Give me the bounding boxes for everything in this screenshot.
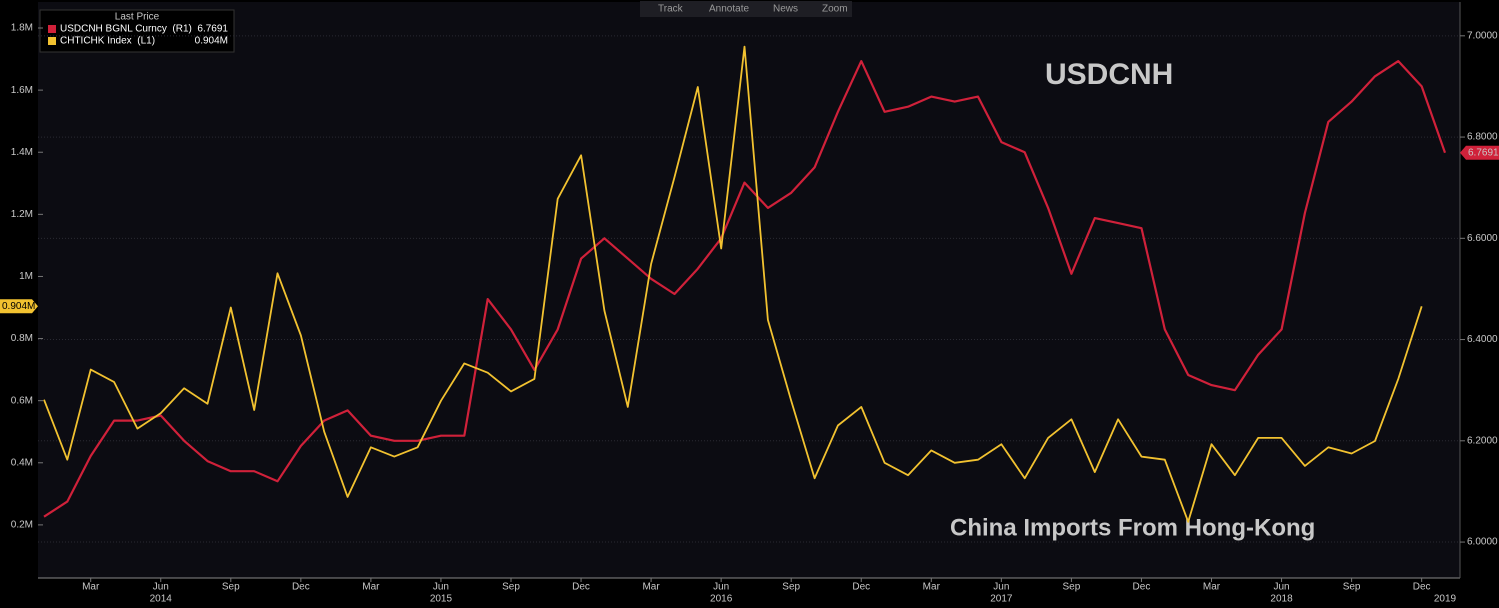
x-tick-label: Jun bbox=[153, 582, 169, 593]
toolbar-button[interactable]: Zoom bbox=[822, 4, 848, 15]
year-label: 2016 bbox=[710, 594, 733, 605]
x-tick-label: Dec bbox=[1413, 582, 1431, 593]
y-tick-label: 1.8M bbox=[11, 23, 33, 34]
toolbar-button[interactable]: Annotate bbox=[709, 4, 749, 15]
x-tick-label: Mar bbox=[362, 582, 380, 593]
last-value-label: 0.904M bbox=[2, 301, 35, 312]
legend-value: 0.904M bbox=[195, 36, 228, 47]
toolbar-button[interactable]: News bbox=[773, 4, 798, 15]
x-tick-label: Mar bbox=[1203, 582, 1221, 593]
y-tick-label: 1M bbox=[19, 271, 33, 282]
y2-tick-label: 6.8000 bbox=[1467, 132, 1498, 143]
y-tick-label: 0.8M bbox=[11, 333, 33, 344]
legend-label: CHTICHK Index (L1) bbox=[60, 36, 155, 47]
x-tick-label: Sep bbox=[1063, 582, 1081, 593]
x-tick-label: Jun bbox=[433, 582, 449, 593]
last-value-flag bbox=[1460, 145, 1499, 160]
toolbar bbox=[640, 1, 852, 17]
toolbar-button[interactable]: Track bbox=[658, 4, 684, 15]
y-tick-label: 1.6M bbox=[11, 85, 33, 96]
y-tick-label: 0.4M bbox=[11, 457, 33, 468]
x-tick-label: Mar bbox=[82, 582, 100, 593]
annotation: China Imports From Hong-Kong bbox=[950, 514, 1315, 541]
y-tick-label: 0.6M bbox=[11, 395, 33, 406]
y-tick-label: 1.2M bbox=[11, 209, 33, 220]
y-tick-label: 1.4M bbox=[11, 147, 33, 158]
x-tick-label: Dec bbox=[1133, 582, 1151, 593]
year-label: 2015 bbox=[430, 594, 453, 605]
x-tick-label: Sep bbox=[782, 582, 800, 593]
x-tick-label: Dec bbox=[572, 582, 590, 593]
y2-tick-label: 7.0000 bbox=[1467, 30, 1498, 41]
y2-tick-label: 6.4000 bbox=[1467, 334, 1498, 345]
legend-label: USDCNH BGNL Curncy (R1) bbox=[60, 24, 192, 35]
year-label: 2017 bbox=[990, 594, 1013, 605]
last-value-label: 6.7691 bbox=[1468, 147, 1499, 158]
year-label: 2014 bbox=[150, 594, 173, 605]
x-tick-label: Dec bbox=[852, 582, 870, 593]
legend-swatch bbox=[48, 25, 56, 33]
legend-swatch bbox=[48, 37, 56, 45]
x-tick-label: Sep bbox=[502, 582, 520, 593]
x-tick-label: Sep bbox=[222, 582, 240, 593]
x-tick-label: Jun bbox=[1273, 582, 1289, 593]
x-tick-label: Mar bbox=[642, 582, 660, 593]
year-label: 2019 bbox=[1434, 594, 1457, 605]
legend bbox=[39, 9, 235, 53]
annotation: USDCNH bbox=[1045, 58, 1173, 91]
year-label: 2018 bbox=[1270, 594, 1293, 605]
series-line bbox=[43, 60, 1447, 518]
x-tick-label: Jun bbox=[993, 582, 1009, 593]
x-tick-label: Dec bbox=[292, 582, 310, 593]
legend-value: 6.7691 bbox=[197, 24, 228, 35]
last-value-flag bbox=[0, 299, 38, 314]
y2-tick-label: 6.6000 bbox=[1467, 233, 1498, 244]
plot-area bbox=[38, 2, 1460, 578]
y2-tick-label: 6.2000 bbox=[1467, 435, 1498, 446]
series-line bbox=[43, 45, 1423, 523]
x-tick-label: Jun bbox=[713, 582, 729, 593]
y-tick-label: 0.2M bbox=[11, 520, 33, 531]
legend-title: Last Price bbox=[115, 12, 160, 23]
x-tick-label: Sep bbox=[1343, 582, 1361, 593]
x-tick-label: Mar bbox=[923, 582, 941, 593]
y2-tick-label: 6.0000 bbox=[1467, 537, 1498, 548]
